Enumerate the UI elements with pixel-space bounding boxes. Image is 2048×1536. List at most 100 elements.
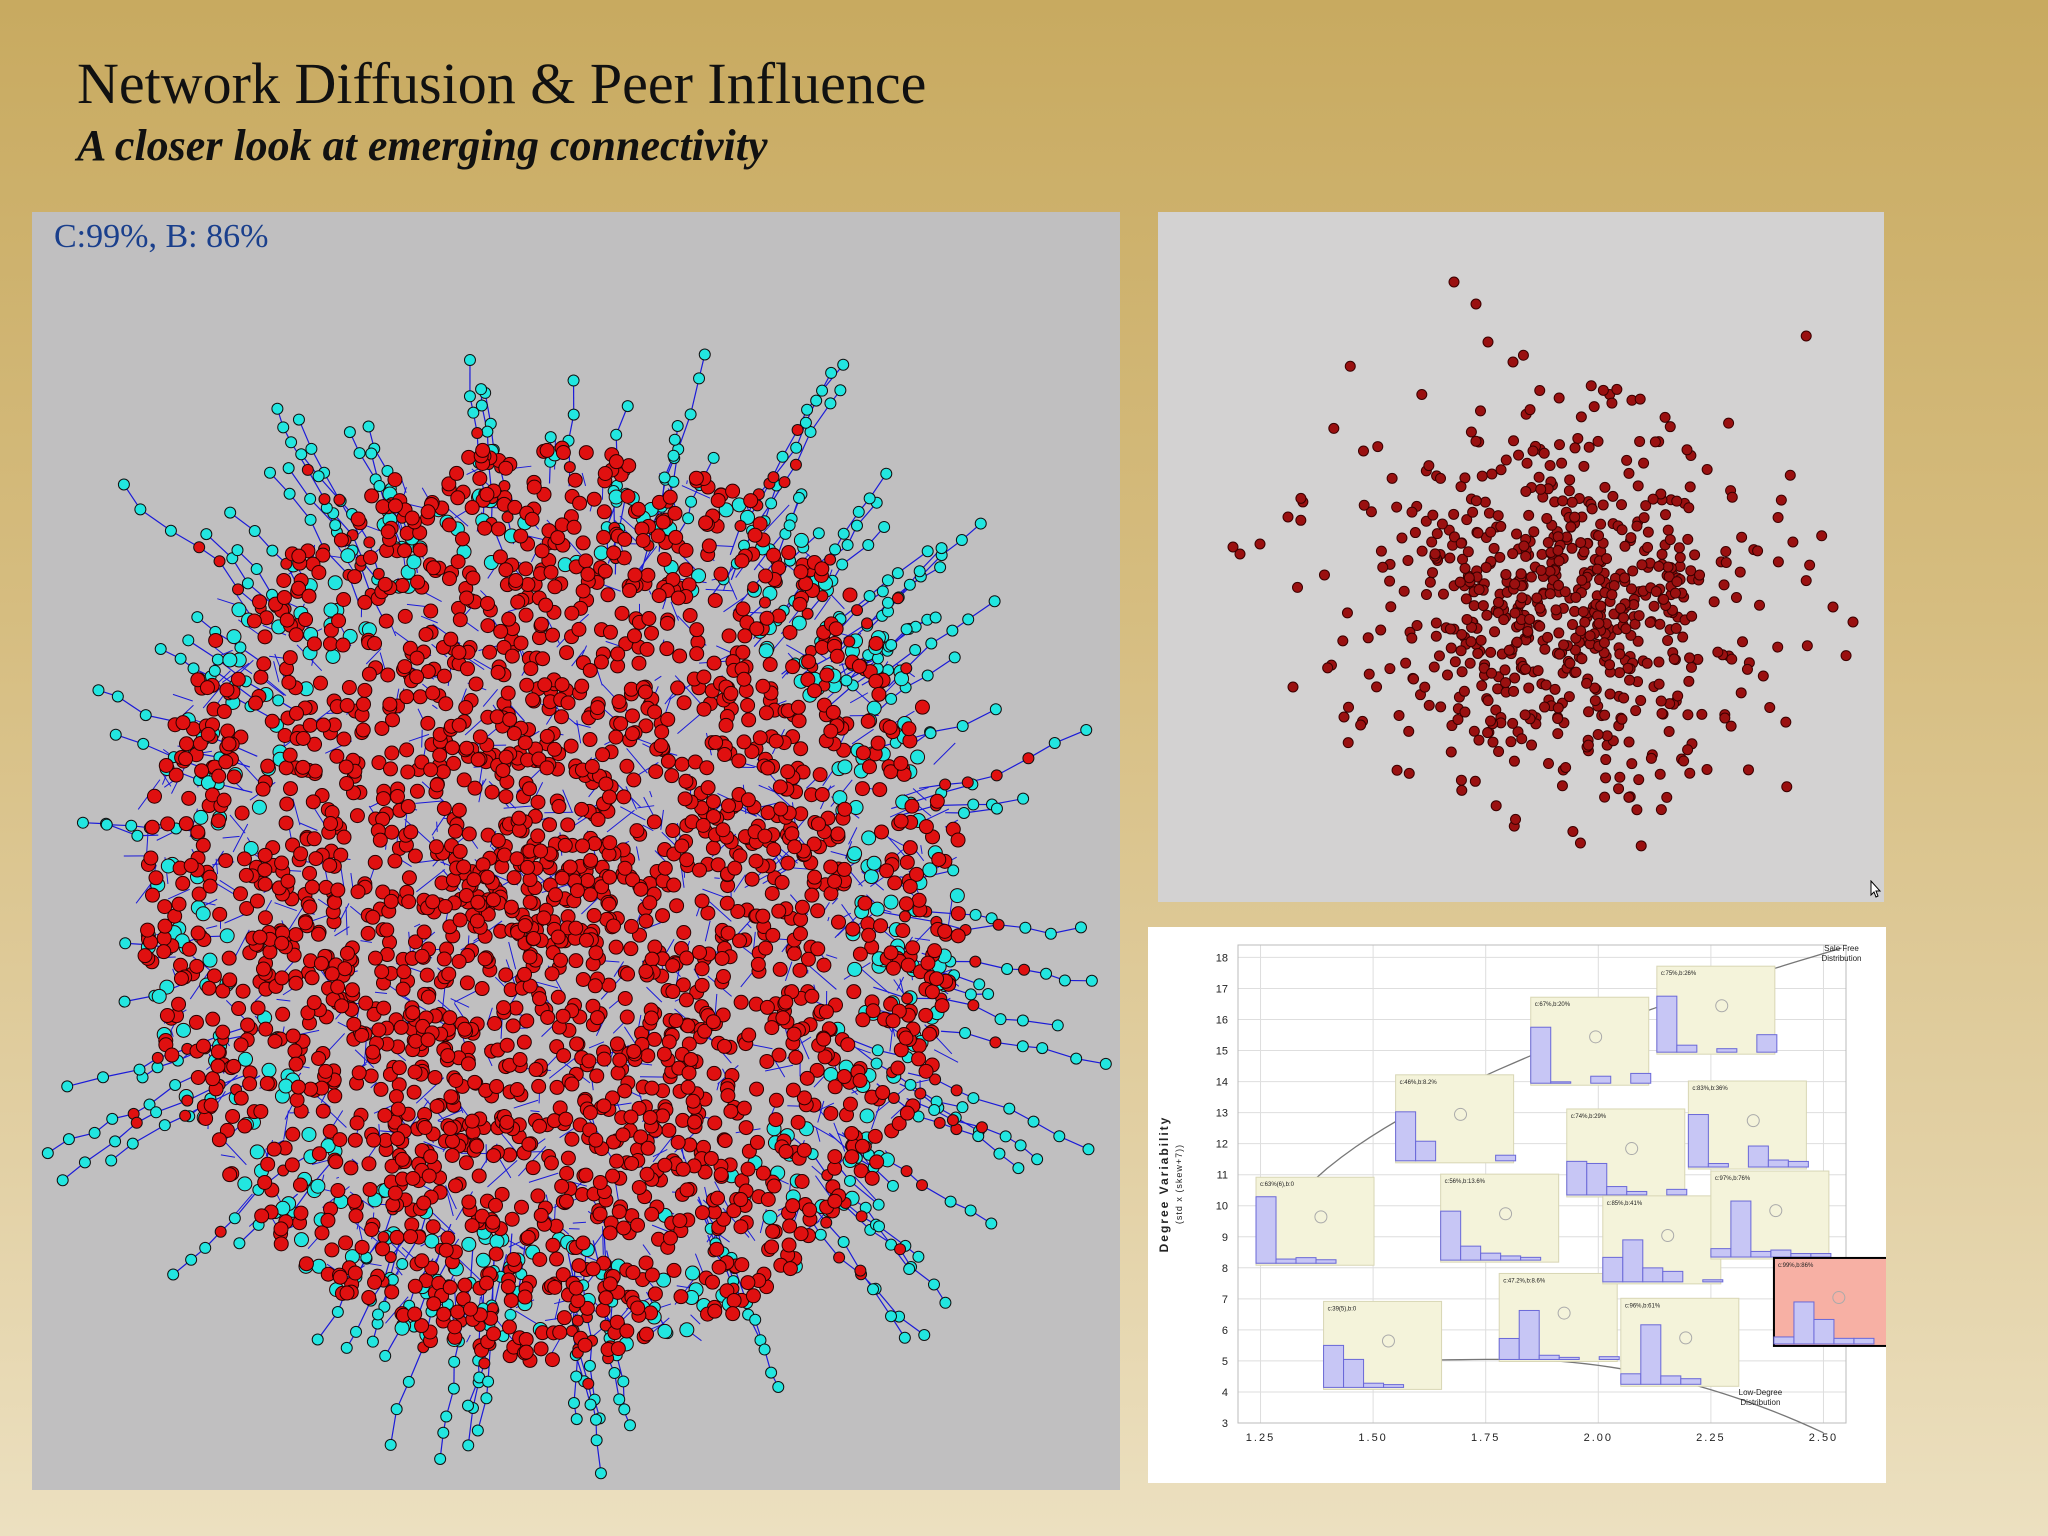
inset-marker [1715,999,1729,1013]
y-tick-label: 18 [1216,952,1228,964]
inset-bar [1813,1318,1835,1345]
slide-title: Network Diffusion & Peer Influence [77,51,927,116]
inset-bar [1275,1258,1297,1264]
inset-label: c:96%,b:61% [1625,1303,1661,1309]
slide-subtitle: A closer look at emerging connectivity [77,121,768,170]
inset-bar [1680,1378,1702,1385]
inset-bar [1538,1354,1560,1360]
inset-bar [1676,1044,1698,1053]
y-tick-label: 8 [1222,1263,1228,1275]
network-graph [41,348,1112,1480]
histogram-inset: c:67%,b:20% [1530,996,1652,1086]
inset-bar [1710,1248,1732,1258]
inset-bar [1495,1154,1517,1162]
adopter-nodes [127,424,1035,1390]
inset-label: c:67%,b:20% [1535,1002,1571,1008]
inset-marker [1661,1228,1675,1242]
inset-bar [1498,1337,1520,1360]
inset-bar [1395,1111,1417,1162]
histogram-inset: c:83%,b:36% [1687,1080,1809,1170]
y-tick-label: 13 [1216,1108,1228,1120]
x-tick-label: 2.25 [1696,1432,1725,1444]
inset-bar [1767,1159,1789,1168]
inset-bar [1626,1190,1648,1196]
histogram-inset: c:56%,b:13.6% [1440,1173,1560,1263]
inset-bar [1790,1253,1812,1258]
degree-variability-chart: 3 4 5 6 7 8 9 10 11 12 13 14 15 16 17 18 1.25 1.50 1.75 2.0… [1157,944,1886,1444]
inset-marker [1679,1331,1693,1345]
arrow-cursor-icon [1870,880,1882,898]
inset-marker [1314,1210,1328,1224]
inset-frame [1620,1297,1740,1387]
inset-bar [1520,1256,1542,1261]
scatter-nodes [1227,276,1859,852]
inset-label: c:47.2%,b:8.6% [1503,1278,1546,1284]
inset-bar [1602,1256,1624,1283]
inset-bar [1756,1034,1778,1053]
network-graph-panel: C:99%, B: 86% [32,212,1120,1490]
histogram-inset: c:46%,b:8.2% [1395,1074,1517,1164]
y-tick-label: 3 [1222,1418,1228,1430]
inset-marker [1832,1291,1846,1305]
inset-bar [1500,1255,1522,1261]
inset-label: c:85%,b:41% [1607,1201,1643,1207]
inset-bar [1773,1336,1795,1345]
inset-label: c:97%,b:76% [1715,1176,1751,1182]
y-tick-label: 6 [1222,1325,1228,1337]
inset-marker [1557,1306,1571,1320]
inset-bar [1440,1210,1462,1261]
x-tick-label: 1.50 [1358,1432,1387,1444]
inset-marker [1625,1142,1639,1156]
inset-bar [1586,1162,1608,1196]
histogram-inset: c:99%,b:86% [1772,1256,1886,1347]
y-tick-label: 12 [1216,1139,1228,1151]
curve-label: Low-Degree Distribution [1739,1388,1783,1407]
inset-bar [1750,1250,1772,1258]
plot-frame [1237,944,1847,1424]
inset-frame [1710,1170,1830,1260]
inset-bar [1590,1075,1612,1084]
inset-marker [1499,1207,1513,1221]
x-tick-label: 1.75 [1471,1432,1500,1444]
histogram-inset: c:39(5),b:0 [1323,1300,1443,1390]
inset-bar [1810,1253,1832,1258]
inset-bar [1315,1259,1337,1264]
inset-bar [1666,1188,1688,1196]
inset-bar [1622,1239,1644,1283]
inset-bar [1530,1026,1552,1084]
inset-bar [1566,1160,1588,1196]
inset-label: c:74%,b:29% [1571,1114,1607,1120]
y-axis-sublabel: (std x (skew+7)) [1174,1144,1184,1224]
node-scatter-panel [1158,212,1884,902]
y-tick-label: 5 [1222,1356,1228,1368]
y-tick-label: 7 [1222,1294,1228,1306]
inset-label: c:46%,b:8.2% [1400,1080,1438,1086]
y-tick-label: 17 [1216,983,1228,995]
inset-marker [1746,1114,1760,1128]
inset-bar [1640,1324,1662,1385]
inset-bar [1323,1344,1345,1388]
inset-label: c:56%,b:13.6% [1445,1179,1486,1185]
y-tick-label: 9 [1222,1232,1228,1244]
inset-bar [1730,1200,1752,1258]
x-tick-label: 2.50 [1809,1432,1838,1444]
y-tick-label: 15 [1216,1046,1228,1058]
y-tick-label: 4 [1222,1387,1228,1399]
inset-bar [1598,1356,1620,1360]
inset-bar [1518,1309,1540,1360]
inset-label: c:99%,b:86% [1778,1263,1814,1269]
inset-label: c:63%(6),b:0 [1260,1182,1295,1188]
x-tick-label: 1.25 [1246,1432,1275,1444]
inset-bar [1550,1081,1572,1084]
inset-bar [1656,995,1678,1053]
inset-bar [1716,1048,1738,1053]
inset-marker [1769,1204,1783,1218]
inset-bar [1833,1337,1855,1345]
inset-bar [1787,1160,1809,1168]
degree-variability-chart-panel: 3 4 5 6 7 8 9 10 11 12 13 14 15 16 17 18 1.25 1.50 1.75 2.0… [1148,927,1886,1483]
inset-marker [1381,1334,1395,1348]
inset-bar [1295,1257,1317,1264]
inset-label: c:75%,b:26% [1661,971,1697,977]
curve-label: Sale Free Distribution [1821,944,1861,963]
histogram-inset: c:74%,b:29% [1566,1108,1688,1198]
